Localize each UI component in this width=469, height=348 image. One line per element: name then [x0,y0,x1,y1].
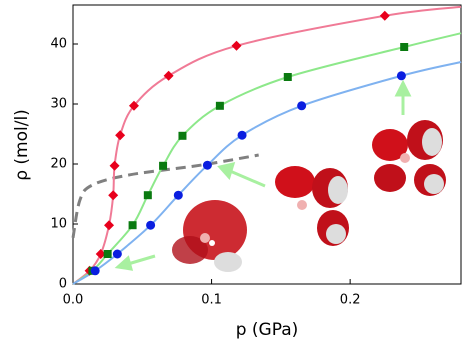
circle-marker [112,249,122,259]
dashed-line [71,153,259,239]
x-axis-title: p (GPa) [236,320,299,340]
y-tick-label: 40 [50,37,67,52]
x-tick-label: 0.2 [340,293,361,308]
y-tick-label: 30 [50,97,67,112]
diamond-marker [379,10,390,21]
circle-marker [146,220,156,230]
molecule-images [172,120,446,272]
x-tick-label: 0.0 [63,293,84,308]
square-marker [215,101,224,110]
molecule-3 [372,120,446,196]
square-marker [143,191,152,200]
y-axis-title: ρ (mol/l) [12,109,32,181]
y-tick-label: 0 [59,277,67,292]
diamond-marker [115,130,126,141]
square-marker [283,73,292,81]
square-marker [128,221,137,230]
plot-frame [72,4,462,285]
diamond-marker [128,100,139,111]
molecule-2 [275,166,349,246]
y-tick-label: 10 [50,217,67,232]
diamond-marker [104,220,115,231]
circle-marker [396,71,406,81]
square-marker [159,161,168,170]
y-tick-label: 20 [50,157,67,172]
diamond-marker [109,160,120,171]
circle-marker [173,190,183,200]
square-marker [178,131,187,140]
x-tick-label: 0.1 [201,293,222,308]
square-marker [103,250,112,258]
circle-marker [202,160,212,170]
diamond-marker [108,190,119,201]
square-marker [400,43,409,51]
fit-curve [72,61,462,285]
diamond-marker [95,249,106,259]
circle-marker [90,266,100,276]
circle-marker [297,101,307,111]
arrows [114,79,412,271]
circle-marker [237,130,247,140]
diamond-marker [231,40,242,51]
diamond-marker [163,70,174,81]
molecule-1 [172,200,247,272]
